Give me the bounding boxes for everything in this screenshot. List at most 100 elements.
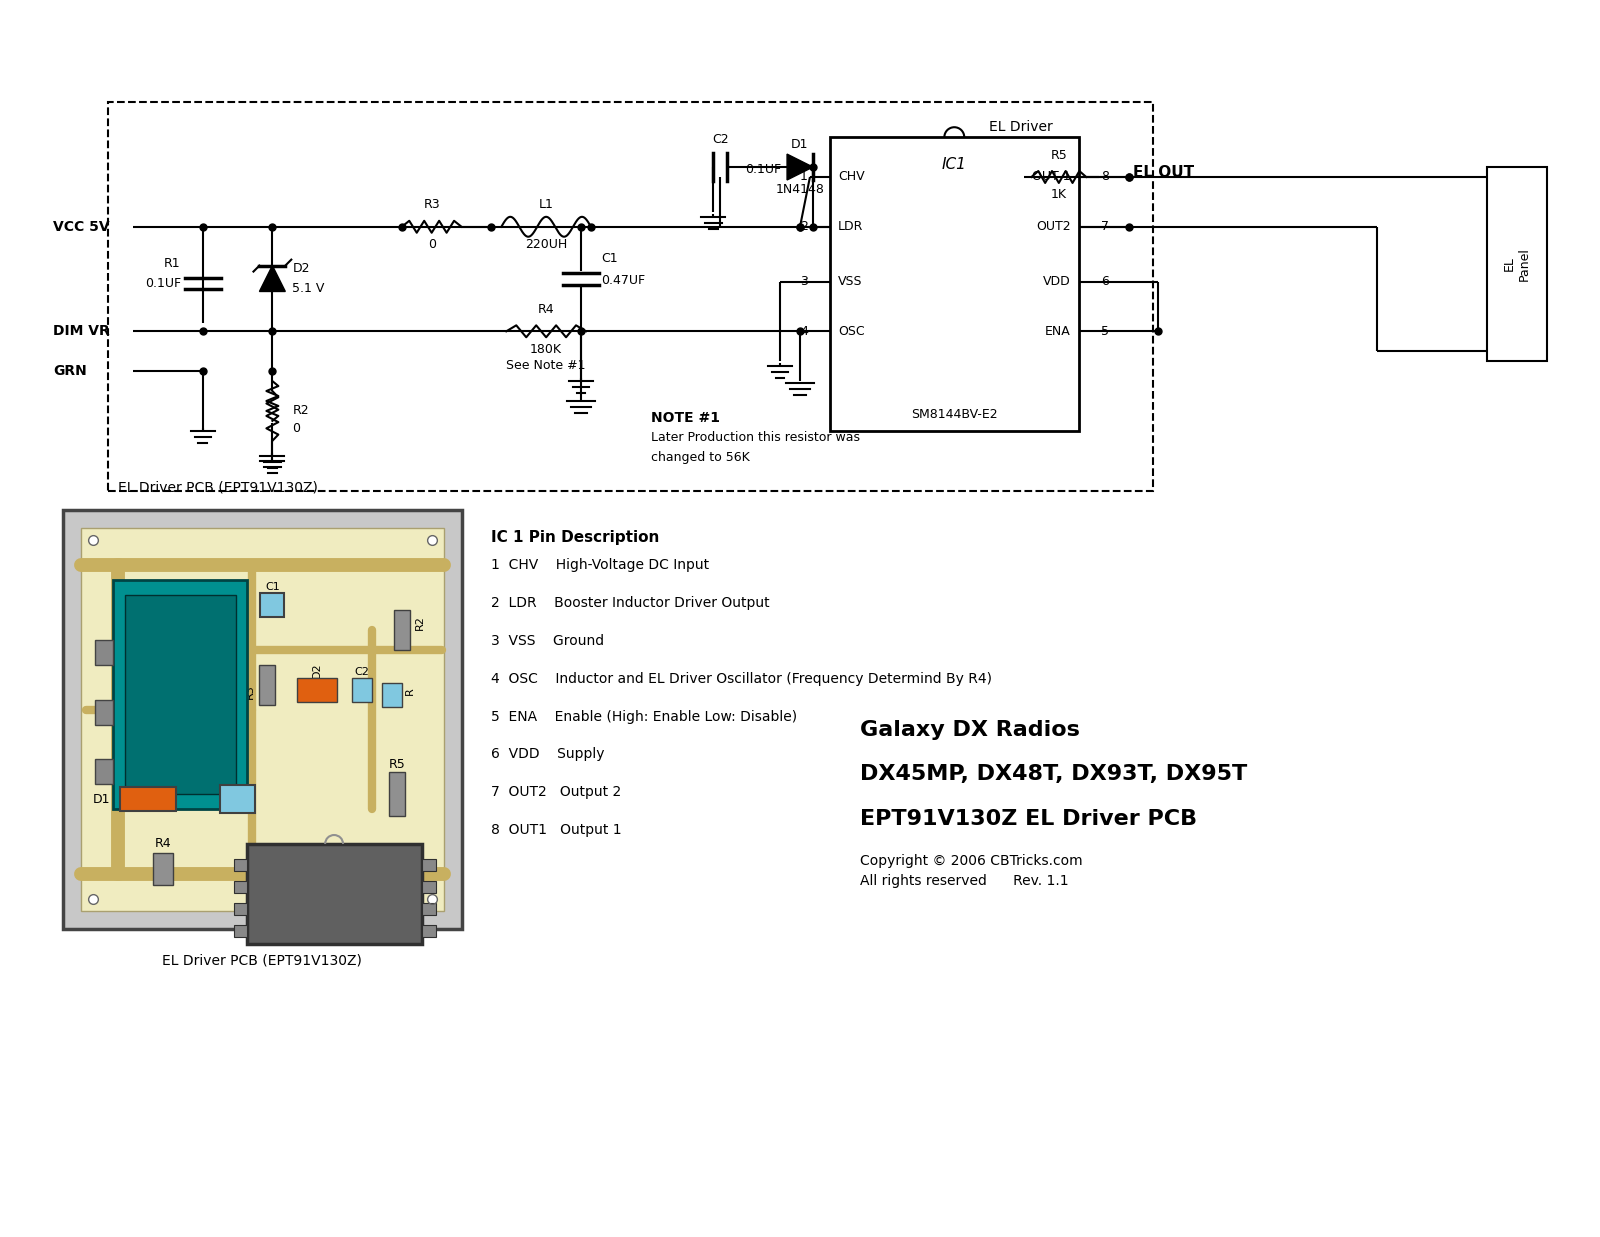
Bar xyxy=(234,858,248,871)
Text: 3  VSS    Ground: 3 VSS Ground xyxy=(491,633,605,648)
Text: 2: 2 xyxy=(800,220,808,234)
Text: 2  LDR    Booster Inductor Driver Output: 2 LDR Booster Inductor Driver Output xyxy=(491,596,770,610)
Text: D1: D1 xyxy=(792,137,808,151)
Bar xyxy=(389,772,405,816)
Text: 0.1UF: 0.1UF xyxy=(746,162,781,176)
Text: R1: R1 xyxy=(165,257,181,270)
Text: 8: 8 xyxy=(1101,171,1109,183)
Text: R4: R4 xyxy=(155,837,171,851)
Text: EL OUT: EL OUT xyxy=(1133,165,1195,179)
Text: C2: C2 xyxy=(229,771,246,784)
Bar xyxy=(94,640,114,664)
Text: 6  VDD    Supply: 6 VDD Supply xyxy=(491,747,605,762)
Text: VSS: VSS xyxy=(838,275,862,288)
Text: R5: R5 xyxy=(389,758,405,771)
Text: EL
Panel: EL Panel xyxy=(1502,246,1531,281)
Bar xyxy=(394,610,410,649)
Bar xyxy=(248,844,422,944)
Text: D2: D2 xyxy=(293,262,310,275)
Text: 7  OUT2   Output 2: 7 OUT2 Output 2 xyxy=(491,785,622,799)
Bar xyxy=(94,700,114,725)
Text: 220UH: 220UH xyxy=(525,239,568,251)
Bar xyxy=(1486,167,1547,361)
Bar xyxy=(422,881,435,893)
Text: IC1: IC1 xyxy=(317,884,352,903)
Text: L1: L1 xyxy=(539,198,554,212)
Text: C1: C1 xyxy=(266,583,280,593)
Text: 6: 6 xyxy=(1101,275,1109,288)
Text: DX45MP, DX48T, DX93T, DX95T: DX45MP, DX48T, DX93T, DX95T xyxy=(859,764,1246,784)
Text: 0: 0 xyxy=(427,239,435,251)
Text: CHV: CHV xyxy=(838,171,864,183)
Bar xyxy=(94,760,114,784)
Bar xyxy=(64,511,461,929)
Text: R3: R3 xyxy=(245,685,254,699)
Text: EPT91V130Z EL Driver PCB: EPT91V130Z EL Driver PCB xyxy=(859,809,1197,829)
Text: 4  OSC    Inductor and EL Driver Oscillator (Frequency Determind By R4): 4 OSC Inductor and EL Driver Oscillator … xyxy=(491,672,992,685)
Bar xyxy=(422,903,435,914)
Text: 5: 5 xyxy=(1101,325,1109,338)
Bar xyxy=(219,785,256,813)
Polygon shape xyxy=(787,155,813,179)
Text: 8  OUT1   Output 1: 8 OUT1 Output 1 xyxy=(491,823,622,837)
Bar xyxy=(298,678,338,701)
Text: R2: R2 xyxy=(293,404,309,417)
Bar xyxy=(352,678,371,701)
Text: All rights reserved      Rev. 1.1: All rights reserved Rev. 1.1 xyxy=(859,873,1069,888)
Bar xyxy=(234,881,248,893)
Text: 5.1 V: 5.1 V xyxy=(293,282,325,294)
Text: IC1: IC1 xyxy=(942,157,966,172)
Text: 0.47UF: 0.47UF xyxy=(602,275,645,287)
Text: EL Driver PCB (EPT91V130Z): EL Driver PCB (EPT91V130Z) xyxy=(118,481,318,495)
Text: DIM VR: DIM VR xyxy=(53,324,110,338)
Text: 5  ENA    Enable (High: Enable Low: Disable): 5 ENA Enable (High: Enable Low: Disable) xyxy=(491,710,797,724)
Text: D1: D1 xyxy=(93,793,110,805)
Text: SM8144BV-E2: SM8144BV-E2 xyxy=(910,408,998,421)
Text: 4: 4 xyxy=(800,325,808,338)
Bar xyxy=(154,854,173,884)
Text: ENA: ENA xyxy=(1045,325,1070,338)
Bar xyxy=(109,103,1154,491)
Text: EL Driver PCB (EPT91V130Z): EL Driver PCB (EPT91V130Z) xyxy=(163,954,362,967)
Text: 180K: 180K xyxy=(530,343,562,356)
Text: R2: R2 xyxy=(414,615,424,630)
Text: Later Production this resistor was: Later Production this resistor was xyxy=(651,430,859,444)
Bar xyxy=(259,664,275,705)
Text: L1: L1 xyxy=(165,684,195,705)
Text: R: R xyxy=(405,687,414,695)
Bar xyxy=(114,580,248,809)
Text: 7: 7 xyxy=(1101,220,1109,234)
Text: OUT2: OUT2 xyxy=(1037,220,1070,234)
Bar xyxy=(120,787,176,811)
Text: R4: R4 xyxy=(538,303,555,315)
Text: See Note #1: See Note #1 xyxy=(506,359,586,371)
Text: OUT 1: OUT 1 xyxy=(1032,171,1070,183)
Bar xyxy=(261,593,285,617)
Text: D2: D2 xyxy=(312,662,322,678)
Text: GRN: GRN xyxy=(53,364,86,379)
Text: OSC: OSC xyxy=(838,325,864,338)
Text: IC 1 Pin Description: IC 1 Pin Description xyxy=(491,531,659,546)
Text: 1K: 1K xyxy=(1051,188,1067,202)
Bar xyxy=(125,595,235,794)
Bar xyxy=(234,903,248,914)
Text: 1N4148: 1N4148 xyxy=(776,183,824,197)
Text: R3: R3 xyxy=(424,198,440,212)
Text: 1  CHV    High-Voltage DC Input: 1 CHV High-Voltage DC Input xyxy=(491,558,709,573)
Text: 3: 3 xyxy=(800,275,808,288)
Text: 1: 1 xyxy=(800,171,808,183)
Text: R5: R5 xyxy=(1051,148,1067,162)
Text: C1: C1 xyxy=(602,252,618,265)
Bar xyxy=(830,137,1078,430)
Text: Galaxy DX Radios: Galaxy DX Radios xyxy=(859,720,1080,740)
Text: changed to 56K: changed to 56K xyxy=(651,450,749,464)
Bar xyxy=(382,683,402,706)
Text: VCC 5V: VCC 5V xyxy=(53,220,110,234)
Text: C2: C2 xyxy=(355,667,370,677)
Text: EL Driver: EL Driver xyxy=(989,120,1053,135)
Text: VDD: VDD xyxy=(1043,275,1070,288)
Bar xyxy=(422,858,435,871)
Text: C2: C2 xyxy=(712,132,728,146)
Text: 0: 0 xyxy=(293,422,301,435)
Text: LDR: LDR xyxy=(838,220,864,234)
